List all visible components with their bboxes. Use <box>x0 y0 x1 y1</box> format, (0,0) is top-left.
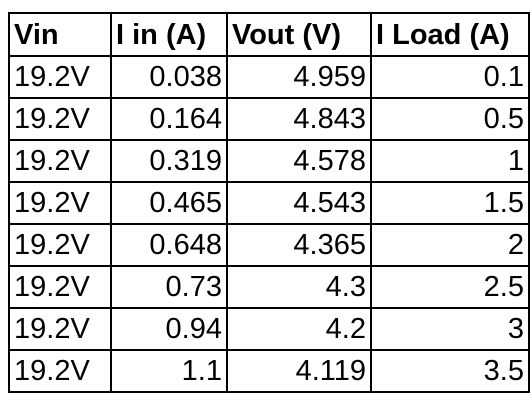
table-row: 19.2V 0.94 4.2 3 <box>8 307 530 351</box>
header-cell: I Load (A) <box>370 12 530 57</box>
table-cell: 0.038 <box>110 55 228 99</box>
table-cell: 4.959 <box>226 55 372 99</box>
table-cell: 19.2V <box>8 265 112 309</box>
table-cell: 1.5 <box>370 181 530 225</box>
table-cell: 4.2 <box>226 307 372 351</box>
table-row: 19.2V 0.648 4.365 2 <box>8 223 530 267</box>
table-cell: 1.1 <box>110 349 228 393</box>
table-cell: 4.119 <box>226 349 372 393</box>
table-cell: 2.5 <box>370 265 530 309</box>
table-cell: 0.1 <box>370 55 530 99</box>
table-cell: 19.2V <box>8 55 112 99</box>
table-row: 19.2V 0.319 4.578 1 <box>8 139 530 183</box>
table-row: 19.2V 0.465 4.543 1.5 <box>8 181 530 225</box>
table-cell: 0.164 <box>110 97 228 141</box>
table-cell: 4.365 <box>226 223 372 267</box>
table-cell: 0.648 <box>110 223 228 267</box>
table-cell: 0.465 <box>110 181 228 225</box>
table-cell: 4.843 <box>226 97 372 141</box>
table-cell: 0.5 <box>370 97 530 141</box>
table-body: 19.2V 0.038 4.959 0.1 19.2V 0.164 4.843 0.5 19.2… <box>8 55 530 393</box>
table-row: 19.2V 1.1 4.119 3.5 <box>8 349 530 393</box>
table-cell: 3.5 <box>370 349 530 393</box>
header-cell: Vin <box>8 12 112 57</box>
table-cell: 2 <box>370 223 530 267</box>
table-row: 19.2V 0.164 4.843 0.5 <box>8 97 530 141</box>
header-cell: I in (A) <box>110 12 228 57</box>
table-cell: 4.578 <box>226 139 372 183</box>
table-cell: 19.2V <box>8 139 112 183</box>
table-cell: 19.2V <box>8 97 112 141</box>
table-cell: 0.94 <box>110 307 228 351</box>
table-cell: 19.2V <box>8 349 112 393</box>
data-table: Vin I in (A) Vout (V) I Load (A) 19.2V 0.038… <box>8 12 530 393</box>
table-cell: 0.73 <box>110 265 228 309</box>
table-cell: 4.543 <box>226 181 372 225</box>
table-cell: 19.2V <box>8 223 112 267</box>
header-cell: Vout (V) <box>226 12 372 57</box>
table-cell: 19.2V <box>8 181 112 225</box>
table-cell: 0.319 <box>110 139 228 183</box>
table-cell: 19.2V <box>8 307 112 351</box>
table-cell: 4.3 <box>226 265 372 309</box>
table-cell: 3 <box>370 307 530 351</box>
table-row: 19.2V 0.73 4.3 2.5 <box>8 265 530 309</box>
header-row: Vin I in (A) Vout (V) I Load (A) <box>8 12 530 57</box>
table-row: 19.2V 0.038 4.959 0.1 <box>8 55 530 99</box>
table-cell: 1 <box>370 139 530 183</box>
